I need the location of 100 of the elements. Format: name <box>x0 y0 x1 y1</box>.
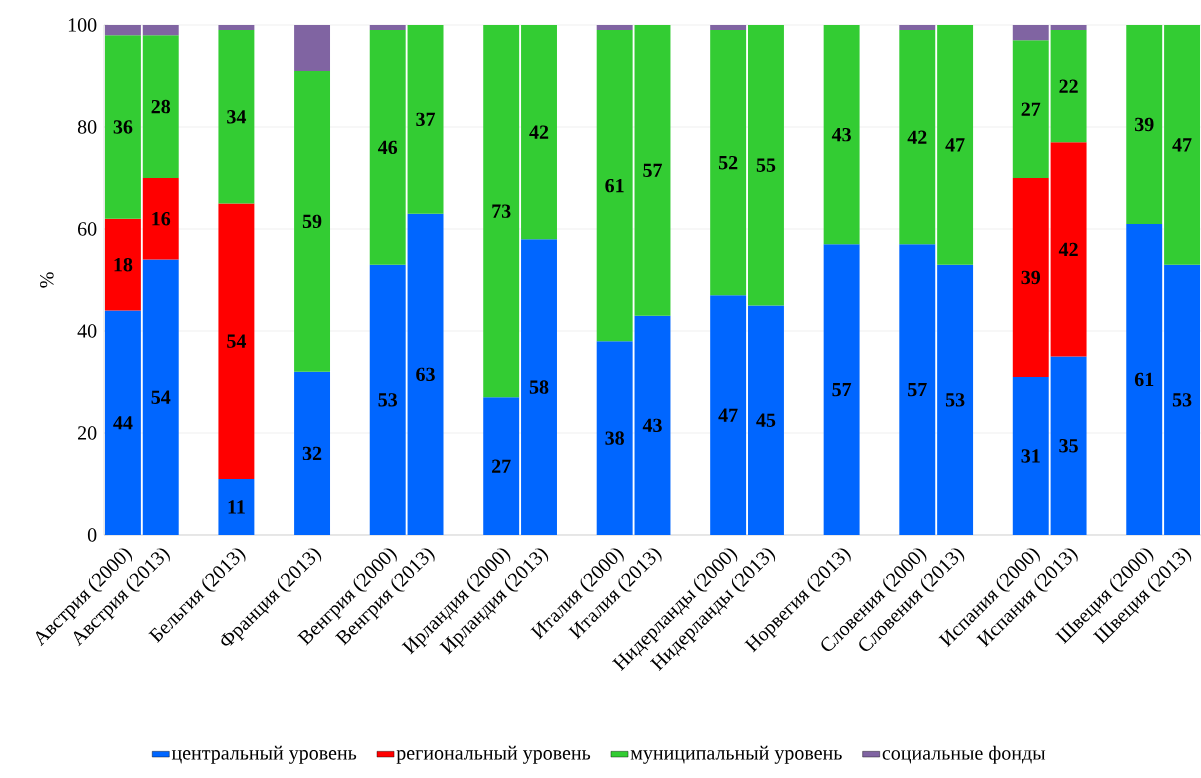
data-label: 39 <box>1021 270 1041 285</box>
data-label: 53 <box>945 393 965 407</box>
bar <box>596 24 633 31</box>
data-label: 27 <box>492 459 511 473</box>
data-label: 36 <box>113 120 133 134</box>
data-label: 73 <box>492 204 511 218</box>
data-label: 54 <box>151 390 171 404</box>
data-label: 47 <box>718 408 738 422</box>
data-label: 43 <box>642 418 662 433</box>
bar <box>294 70 331 372</box>
bar <box>483 24 520 398</box>
bar <box>407 24 444 214</box>
bar <box>104 24 141 36</box>
bar <box>407 213 444 535</box>
data-label: 47 <box>945 138 965 152</box>
data-label: 44 <box>113 416 133 430</box>
data-label: 11 <box>228 500 245 514</box>
bar <box>294 371 331 535</box>
bar <box>710 30 747 296</box>
bar <box>1050 142 1087 357</box>
y-tick-label: 0 <box>87 528 97 542</box>
bar <box>218 24 255 31</box>
data-label: 32 <box>302 446 322 461</box>
bar <box>823 244 860 535</box>
data-label: 58 <box>529 380 549 394</box>
bar <box>104 310 141 535</box>
y-tick-label: 20 <box>78 426 97 440</box>
bar <box>369 30 406 265</box>
data-label: 46 <box>377 140 398 155</box>
bar <box>218 478 255 535</box>
y-tick-label: 60 <box>78 222 97 236</box>
bar <box>937 24 974 265</box>
bar <box>1050 24 1087 31</box>
data-label: 61 <box>1134 372 1154 387</box>
data-label: 38 <box>605 431 624 445</box>
bar <box>899 244 936 535</box>
data-label: 54 <box>227 334 247 348</box>
bar <box>823 24 860 245</box>
bar <box>899 30 936 245</box>
bar <box>710 295 747 535</box>
data-label: 59 <box>302 214 322 229</box>
bar <box>369 264 406 535</box>
bar <box>218 203 255 479</box>
legend-label: региональный уровень <box>396 745 591 764</box>
bar <box>369 24 406 31</box>
data-label: 45 <box>756 413 776 427</box>
data-label: 57 <box>643 163 662 177</box>
bar <box>1126 24 1163 224</box>
data-label: 34 <box>227 110 247 124</box>
bar <box>142 259 179 535</box>
bar <box>521 239 557 535</box>
bar <box>748 305 784 535</box>
data-label: 63 <box>416 367 435 382</box>
bar <box>104 218 141 311</box>
bar <box>1126 223 1163 535</box>
data-label: 43 <box>831 127 851 142</box>
data-label: 27 <box>1021 102 1041 116</box>
bar <box>521 24 557 240</box>
bar <box>596 341 633 535</box>
bar <box>634 24 671 316</box>
data-label: 42 <box>529 125 549 139</box>
bar <box>1164 24 1201 265</box>
data-label: 37 <box>416 112 436 127</box>
bar <box>937 264 974 535</box>
bar <box>1050 30 1087 143</box>
bar <box>142 177 179 260</box>
legend-label: муниципальный уровень <box>630 745 842 764</box>
bar <box>142 24 179 36</box>
data-label: 42 <box>1058 242 1078 257</box>
bar <box>218 30 255 204</box>
data-label: 47 <box>1172 138 1192 152</box>
bar <box>1012 24 1049 41</box>
data-label: 39 <box>1134 117 1154 132</box>
data-label: 16 <box>152 212 171 226</box>
data-label: 22 <box>1059 79 1078 93</box>
y-tick-label: 100 <box>68 18 97 32</box>
legend-label: центральный уровень <box>171 745 357 764</box>
bar <box>483 397 520 535</box>
y-axis-title: % <box>40 272 54 288</box>
data-label: 18 <box>114 257 133 272</box>
data-label: 53 <box>378 393 398 407</box>
data-label: 52 <box>718 155 738 170</box>
data-label: 35 <box>1059 439 1078 453</box>
bar <box>104 35 141 219</box>
data-label: 31 <box>1021 449 1040 463</box>
bar <box>710 24 747 31</box>
data-label: 57 <box>832 382 852 397</box>
bar <box>748 24 784 306</box>
data-label: 28 <box>151 99 171 114</box>
bar <box>596 30 633 342</box>
data-label: 61 <box>605 178 624 193</box>
bar <box>1012 177 1049 377</box>
legend-label: социальные фонды <box>882 745 1046 764</box>
bar <box>1012 376 1049 535</box>
bar <box>634 315 671 535</box>
data-label: 42 <box>907 130 927 144</box>
bar <box>142 35 179 178</box>
y-tick-label: 80 <box>77 120 97 134</box>
data-label: 55 <box>756 158 776 172</box>
bar <box>899 24 936 31</box>
